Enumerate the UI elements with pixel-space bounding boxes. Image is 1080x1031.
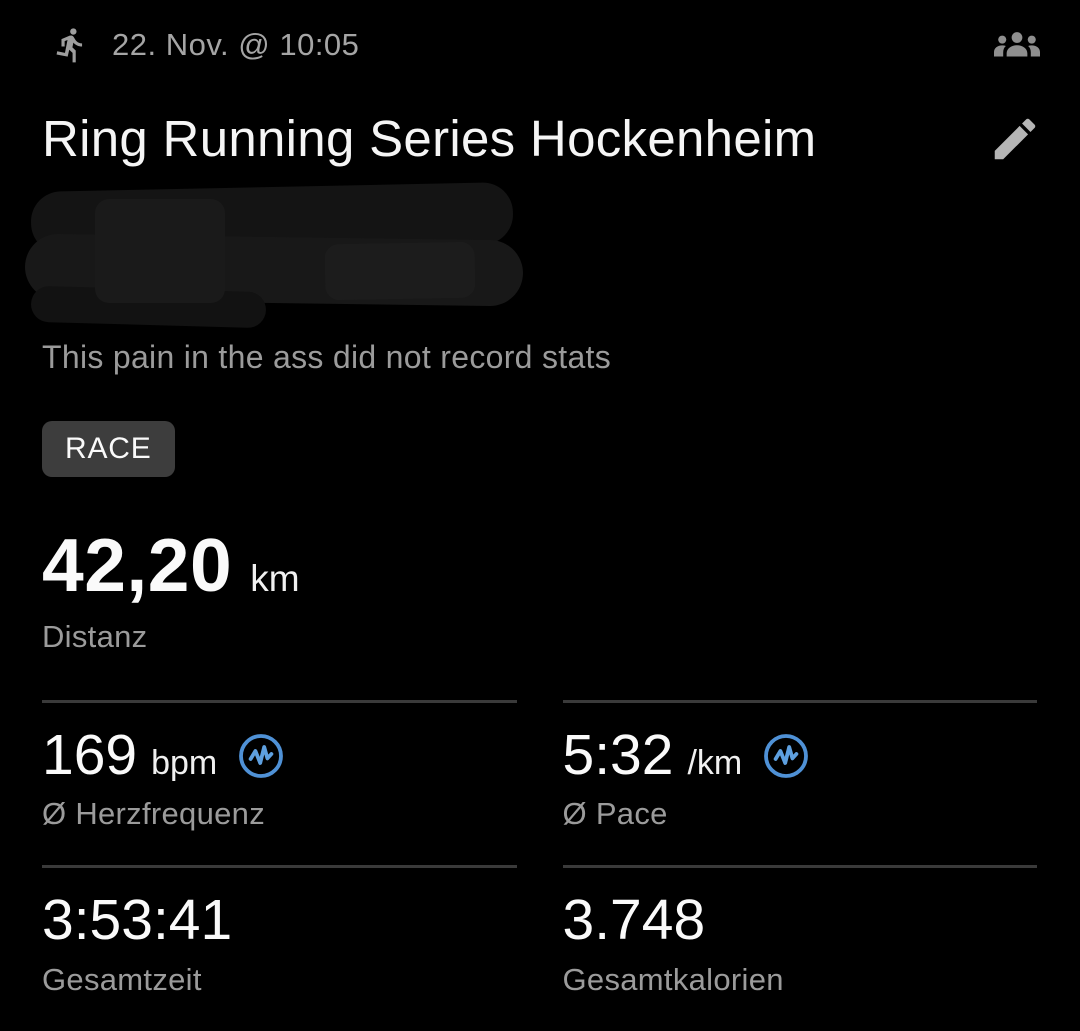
stat-pace: 5:32/km Ø Pace <box>562 699 1038 866</box>
total-calories-label: Gesamtkalorien <box>562 961 784 997</box>
distance-value: 42,20 <box>42 522 233 607</box>
pace-label: Ø Pace <box>562 796 668 832</box>
pulse-gauge-icon[interactable] <box>762 732 810 780</box>
heart-rate-value: 169 <box>42 722 138 787</box>
distance-label: Distanz <box>42 618 148 654</box>
distance-value-line: 42,20 km <box>42 522 1038 607</box>
heart-rate-unit: bpm <box>151 743 218 782</box>
pace-value: 5:32 <box>562 722 674 787</box>
stat-value-line: 3:53:41 <box>42 888 517 954</box>
stat-total-calories: 3.748 Gesamtkalorien <box>562 865 1038 1031</box>
heart-rate-label: Ø Herzfrequenz <box>42 796 266 832</box>
stat-value-line: 169 bpm <box>42 723 517 789</box>
groups-icon[interactable] <box>994 28 1040 62</box>
redacted-region <box>24 181 525 328</box>
activity-description: This pain in the ass did not record stat… <box>42 338 612 375</box>
stat-value-line: 3.748 <box>563 888 1038 954</box>
race-badge: RACE <box>42 420 175 477</box>
pace-unit: /km <box>687 743 743 782</box>
badge-row: RACE <box>42 420 1080 477</box>
stat-value-line: 5:32/km <box>563 723 1038 789</box>
runner-icon <box>56 28 83 63</box>
distance-unit: km <box>250 557 300 599</box>
total-calories-value: 3.748 <box>562 888 706 953</box>
stats-grid: 169 bpm Ø Herzfrequenz 5:32/km Ø Pace 3:5… <box>42 699 1038 1031</box>
stat-heart-rate: 169 bpm Ø Herzfrequenz <box>42 699 517 866</box>
top-bar: 22. Nov. @ 10:05 <box>0 0 1080 64</box>
activity-title: Ring Running Series Hockenheim <box>42 110 817 167</box>
pulse-gauge-icon[interactable] <box>237 732 285 780</box>
stat-total-time: 3:53:41 Gesamtzeit <box>42 865 517 1031</box>
total-time-label: Gesamtzeit <box>42 961 202 997</box>
pencil-icon <box>994 118 1036 160</box>
redaction-stroke <box>324 241 476 300</box>
distance-stat: 42,20 km Distanz <box>42 522 1038 655</box>
activity-datetime: 22. Nov. @ 10:05 <box>112 27 360 62</box>
total-time-value: 3:53:41 <box>42 888 233 953</box>
title-row: Ring Running Series Hockenheim <box>0 110 1080 169</box>
redaction-stroke <box>95 198 225 303</box>
edit-button[interactable] <box>988 112 1042 166</box>
